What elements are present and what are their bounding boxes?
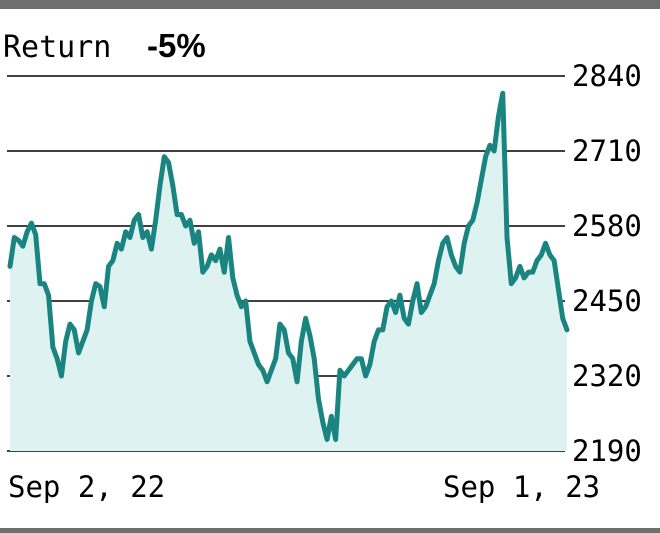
y-tick-label: 2710: [572, 134, 642, 168]
series-line: [7, 90, 570, 442]
y-tick-label: 2320: [572, 359, 642, 393]
y-tick-label: 2450: [572, 284, 642, 318]
chart-title: Return: [3, 30, 112, 65]
x-start-label: Sep 2, 22: [8, 470, 166, 504]
x-end-label: Sep 1, 23: [443, 470, 601, 504]
area-fill: [10, 93, 567, 451]
y-tick-label: 2580: [572, 209, 642, 243]
return-value: -5%: [147, 27, 206, 64]
y-tick-label: 2840: [572, 59, 642, 93]
y-tick-labels: 2190 2320 2450 2580 2710 2840: [572, 59, 642, 468]
y-tick-label: 2190: [572, 434, 642, 468]
